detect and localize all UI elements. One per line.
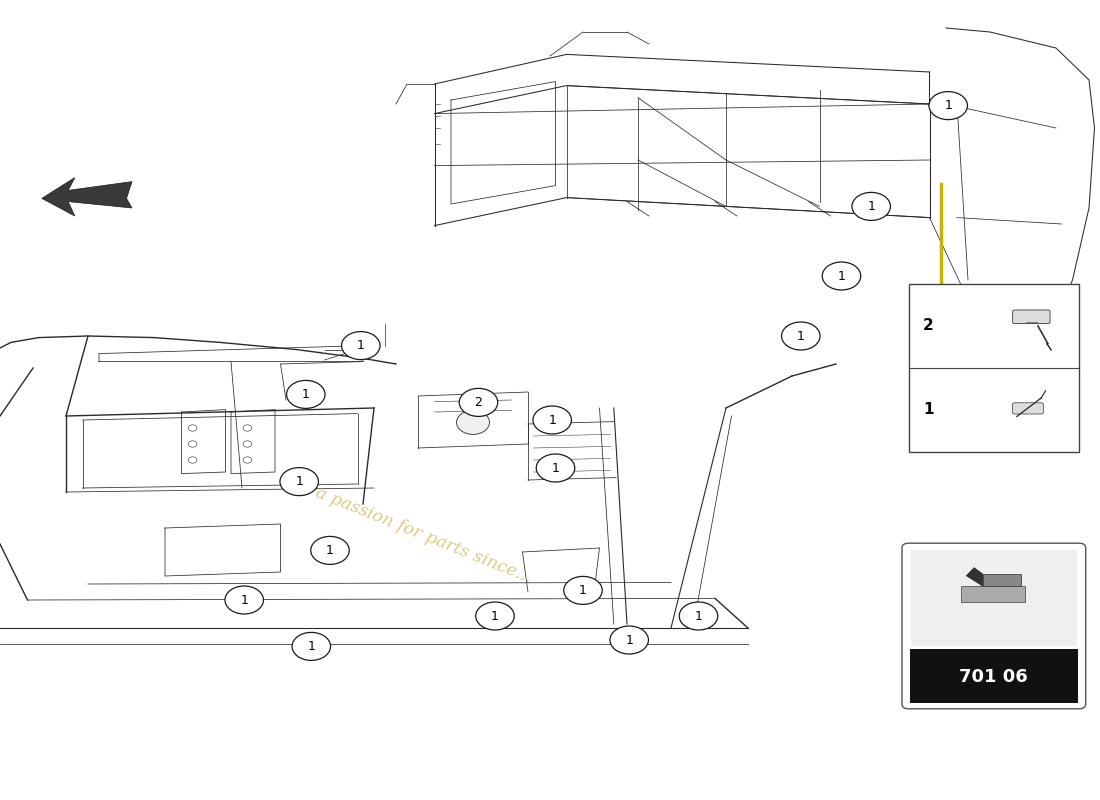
Text: 1: 1 xyxy=(548,414,557,426)
Polygon shape xyxy=(42,178,132,216)
Circle shape xyxy=(609,626,648,654)
Text: 1: 1 xyxy=(551,462,560,474)
Text: 1: 1 xyxy=(867,200,876,213)
Text: 701 06: 701 06 xyxy=(959,668,1028,686)
Circle shape xyxy=(226,586,264,614)
FancyBboxPatch shape xyxy=(1012,403,1043,414)
Circle shape xyxy=(475,602,515,630)
Circle shape xyxy=(852,192,891,221)
Circle shape xyxy=(293,385,319,404)
Text: 1: 1 xyxy=(923,402,934,418)
Circle shape xyxy=(280,467,319,495)
Text: 1: 1 xyxy=(301,388,310,401)
Text: 2: 2 xyxy=(923,318,934,334)
Circle shape xyxy=(456,410,490,434)
Polygon shape xyxy=(966,568,983,586)
Text: a passion for parts since...: a passion for parts since... xyxy=(312,485,535,587)
Text: 1: 1 xyxy=(356,339,365,352)
Circle shape xyxy=(286,380,326,408)
FancyBboxPatch shape xyxy=(911,550,1077,646)
FancyBboxPatch shape xyxy=(910,650,1078,703)
Circle shape xyxy=(539,458,568,478)
Text: 2: 2 xyxy=(474,396,483,409)
Circle shape xyxy=(563,576,603,605)
FancyBboxPatch shape xyxy=(902,543,1086,709)
Circle shape xyxy=(537,454,574,482)
Text: 1: 1 xyxy=(796,330,805,342)
Circle shape xyxy=(823,262,860,290)
Text: 1: 1 xyxy=(694,610,703,622)
Circle shape xyxy=(680,602,717,630)
Text: 1: 1 xyxy=(625,634,634,646)
FancyBboxPatch shape xyxy=(1013,310,1050,323)
Circle shape xyxy=(310,536,350,565)
FancyBboxPatch shape xyxy=(909,284,1079,452)
Text: 1: 1 xyxy=(326,544,334,557)
Text: 1: 1 xyxy=(240,594,249,606)
Circle shape xyxy=(460,388,497,416)
Circle shape xyxy=(781,322,820,350)
Text: 1: 1 xyxy=(491,610,499,622)
Polygon shape xyxy=(961,586,1025,602)
Circle shape xyxy=(534,406,572,434)
Circle shape xyxy=(928,92,968,119)
Text: 1: 1 xyxy=(579,584,587,597)
Text: 1: 1 xyxy=(837,270,846,282)
Polygon shape xyxy=(983,574,1021,586)
Text: 1: 1 xyxy=(295,475,304,488)
Circle shape xyxy=(341,331,381,360)
Text: 1: 1 xyxy=(307,640,316,653)
Text: 1: 1 xyxy=(944,99,953,112)
Circle shape xyxy=(292,632,330,661)
